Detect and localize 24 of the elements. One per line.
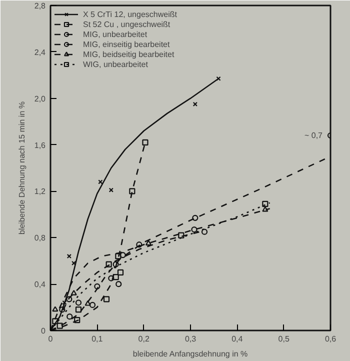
x-tick-label: 0,1 bbox=[92, 334, 104, 344]
x-axis-title: bleibende Anfangsdehnung in % bbox=[132, 350, 248, 358]
y-tick-label: 2,8 bbox=[34, 2, 46, 10]
legend-label: MIG, unbearbeitet bbox=[83, 29, 148, 39]
legend-label: X 5 CrTi 12, ungeschweißt bbox=[83, 9, 177, 19]
y-tick-label: 0 bbox=[41, 326, 46, 336]
x-tick-label: 0,3 bbox=[184, 334, 197, 344]
y-tick-label: 1,6 bbox=[34, 140, 46, 150]
y-axis-title: bleibende Dehnung nach 15 min in % bbox=[17, 102, 26, 234]
y-tick-label: 1,2 bbox=[34, 187, 46, 196]
legend-label: MIG, beidseitig bearbeitet bbox=[83, 49, 174, 59]
x-tick-label: 0,2 bbox=[138, 334, 150, 344]
x-tick-label: 0,4 bbox=[232, 334, 244, 344]
legend-label: MIG, einseitig bearbeitet bbox=[83, 39, 170, 49]
x-tick-label: 0 bbox=[48, 334, 54, 344]
y-tick-label: 0,4 bbox=[34, 280, 46, 290]
y-tick-label: 0,8 bbox=[34, 234, 46, 243]
y-tick-label: 2,4 bbox=[34, 48, 46, 57]
x-tick-label: 0,5 bbox=[278, 334, 290, 344]
legend-label: WIG, unbearbeitet bbox=[83, 59, 148, 69]
annotation: ~ 0,7 bbox=[304, 131, 324, 140]
y-tick-label: 2,0 bbox=[34, 94, 46, 104]
x-tick-label: 0,6 bbox=[324, 334, 337, 344]
legend-label: St 52 Cu , ungeschweißt bbox=[83, 19, 170, 29]
